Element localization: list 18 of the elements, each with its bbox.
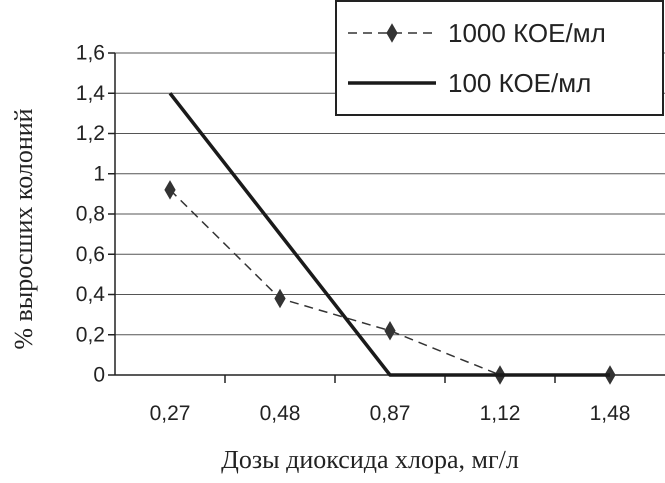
y-tick-label: 0,8 bbox=[76, 202, 105, 226]
x-tick-label: 0,87 bbox=[370, 402, 410, 425]
y-axis-title: % выросших колоний bbox=[9, 108, 38, 350]
y-tick-label: 1 bbox=[93, 162, 105, 186]
y-tick-label: 1,4 bbox=[76, 82, 106, 105]
x-tick-label: 0,27 bbox=[150, 402, 190, 425]
x-tick-label: 1,48 bbox=[590, 402, 630, 425]
y-tick-label: 0 bbox=[93, 364, 105, 387]
y-tick-label: 1,2 bbox=[76, 122, 105, 146]
legend-label: 100 КОЕ/мл bbox=[448, 68, 592, 98]
x-axis-title: Дозы диоксида хлора, мг/л bbox=[221, 445, 519, 474]
y-tick-label: 1,6 bbox=[76, 42, 105, 65]
legend-label: 1000 КОЕ/мл bbox=[448, 18, 606, 48]
y-tick-label: 0,2 bbox=[76, 323, 105, 346]
x-tick-label: 0,48 bbox=[260, 402, 300, 425]
y-tick-label: 0,4 bbox=[76, 283, 106, 306]
y-tick-label: 0,6 bbox=[76, 242, 105, 266]
x-tick-label: 1,12 bbox=[480, 402, 520, 425]
